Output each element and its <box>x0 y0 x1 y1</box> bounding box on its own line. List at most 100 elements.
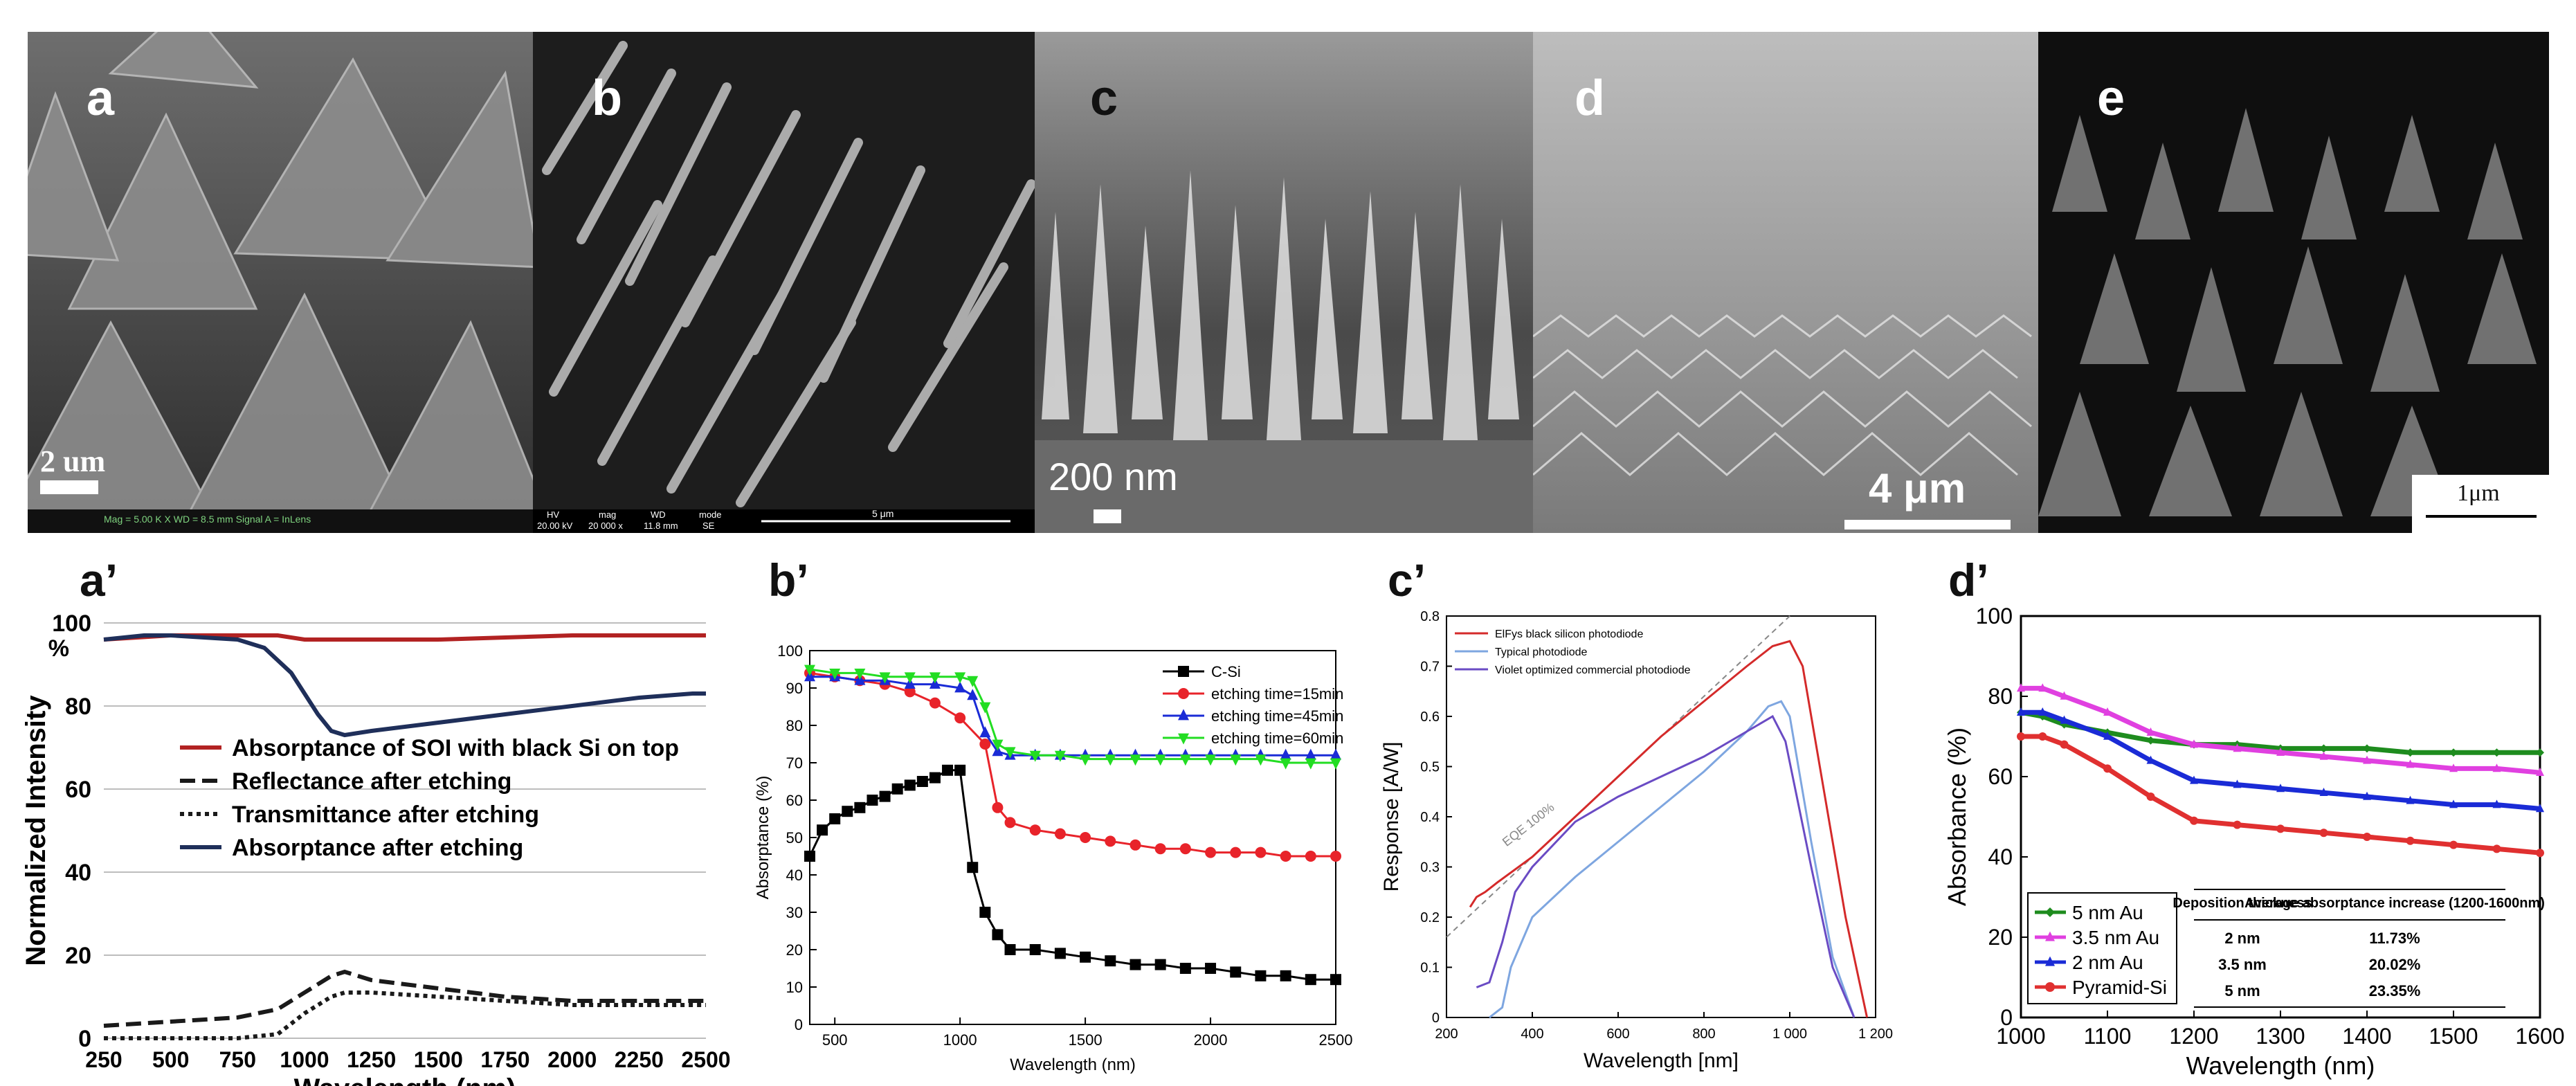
sem-footer-b-mag-val: 20 000 x <box>588 521 623 531</box>
chart-a-prime-svg: 0 20 40 60 80 100% 250 500 750 1000 1250 1500 1750 20… <box>21 610 731 1086</box>
x-tick-label: 750 <box>219 1047 256 1072</box>
y-tick-label: 10 <box>786 979 803 996</box>
x-tick-label: 250 <box>85 1047 122 1072</box>
sem-footer-b-mode-val: SE <box>702 521 715 531</box>
data-point <box>842 806 853 817</box>
data-point <box>1105 955 1116 967</box>
series-1 <box>2017 683 2544 776</box>
data-point <box>1154 843 1166 855</box>
legend-marker-1 <box>2045 931 2055 941</box>
scale-text-c: 200 nm <box>1049 455 1178 498</box>
x-axis-label: Wavelength (nm) <box>1010 1056 1136 1074</box>
data-point <box>2449 748 2458 757</box>
series-line-2 <box>104 990 706 1040</box>
data-point <box>2190 816 2198 825</box>
x-tick-label: 1500 <box>414 1047 463 1072</box>
legend-label-2: etching time=45min <box>1211 707 1343 725</box>
y-tick-unit: % <box>48 635 69 662</box>
legend-label-0: Absorptance of SOI with black Si on top <box>232 735 679 761</box>
data-point <box>1280 970 1291 981</box>
y-tick-label: 20 <box>1988 925 2013 950</box>
y-tick-label: 60 <box>1988 764 2013 789</box>
data-point <box>2190 775 2198 784</box>
sem-panel-c: c 200 nm <box>1035 32 1533 533</box>
data-point <box>1280 851 1291 862</box>
chart-b-prime: 0 10 20 30 40 50 60 70 80 90 100 500 1000 1500 2000 250… <box>734 609 1357 1080</box>
series-line-3 <box>103 633 706 738</box>
sem-panel-e: e 1μm <box>2038 32 2549 533</box>
sem-footer-b-scale: 5 μm <box>872 508 894 519</box>
table-cell: 20.02% <box>2369 956 2421 973</box>
data-point <box>1230 847 1242 858</box>
table-cell: 23.35% <box>2369 982 2421 999</box>
data-point <box>817 824 828 836</box>
data-point <box>2492 799 2501 808</box>
table-header-0: Deposition thickness <box>2173 896 2312 911</box>
x-tick-label: 2500 <box>1319 1031 1353 1049</box>
series-line-1 <box>1489 700 1856 1019</box>
series-line-3 <box>2021 734 2541 856</box>
x-tick-label: 1400 <box>2342 1024 2391 1049</box>
sem-image-d <box>1533 32 2038 533</box>
x-tick-label: 1750 <box>480 1047 529 1072</box>
data-point <box>879 790 891 802</box>
data-point <box>1154 959 1166 970</box>
data-point <box>1330 758 1341 770</box>
data-point <box>929 672 941 684</box>
data-point <box>2017 732 2025 741</box>
sem-panel-b: b HV mag WD mode 20.00 kV 20 000 x 11.8 … <box>533 32 1035 533</box>
chart-d-prime-svg: 0 20 40 60 80 100 1000 1100 1200 1300 1400 1500 1600… <box>1943 604 2565 1080</box>
data-point <box>2363 755 2371 764</box>
series-3 <box>2017 732 2544 858</box>
data-point <box>992 802 1004 813</box>
data-point <box>1029 750 1041 762</box>
series-line-0 <box>2020 709 2540 755</box>
x-tick-label: 2000 <box>1194 1031 1228 1049</box>
series-2 <box>2017 707 2544 813</box>
data-point <box>992 929 1004 941</box>
data-point <box>2276 748 2285 756</box>
data-point <box>979 739 991 750</box>
series-line-2 <box>2021 709 2541 811</box>
scale-text-a: 2 um <box>40 444 106 478</box>
x-tick-label: 1500 <box>1069 1031 1103 1049</box>
data-point <box>854 802 866 813</box>
data-point <box>2449 799 2458 808</box>
data-point <box>2060 740 2069 749</box>
data-point <box>2536 748 2544 757</box>
panel-label-d: d <box>1575 71 1605 126</box>
data-point <box>2038 683 2047 692</box>
data-point <box>2536 849 2544 858</box>
panel-label-a: a <box>87 71 115 126</box>
legend-label-1: 3.5 nm Au <box>2072 927 2159 948</box>
y-tick-label: 30 <box>786 904 803 921</box>
data-point <box>879 672 891 684</box>
data-point <box>1305 974 1316 986</box>
data-point <box>1255 970 1267 981</box>
sem-image-b <box>533 32 1035 533</box>
sem-footer-b-wd: WD <box>651 509 666 520</box>
data-point <box>954 764 966 776</box>
y-tick-label: 40 <box>1988 844 2013 869</box>
legend-label-0: C-Si <box>1211 663 1241 680</box>
data-point <box>2276 824 2285 833</box>
data-point <box>1130 839 1141 851</box>
chart-c-prime: 0 0.1 0.2 0.3 0.4 0.5 0.6 0.7 0.8 200 400 600 800 1 0… <box>1370 595 1910 1080</box>
x-tick-label: 400 <box>1521 1026 1543 1042</box>
data-point <box>904 686 916 698</box>
sem-footer-b-mode: mode <box>699 509 722 520</box>
data-point <box>2103 707 2112 716</box>
data-point <box>967 862 979 874</box>
y-axis-label: Response [A/W] <box>1380 742 1403 892</box>
data-point <box>1179 754 1191 766</box>
data-point <box>992 739 1004 751</box>
table-cell: 11.73% <box>2369 930 2420 947</box>
data-point <box>2038 732 2047 741</box>
x-tick-label: 1000 <box>943 1031 977 1049</box>
panel-label-c: c <box>1090 71 1118 126</box>
data-point <box>2060 715 2069 724</box>
y-tick-label: 100 <box>52 610 91 637</box>
data-point <box>2233 779 2242 788</box>
panel-label-b: b <box>592 71 622 126</box>
data-point <box>1205 847 1217 858</box>
